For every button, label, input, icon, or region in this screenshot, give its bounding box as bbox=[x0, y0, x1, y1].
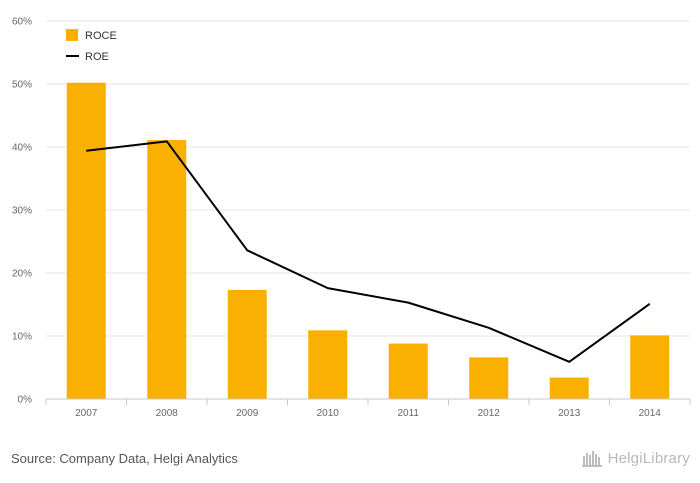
x-tick-label: 2010 bbox=[317, 408, 340, 419]
y-tick-label: 10% bbox=[12, 332, 32, 343]
x-tick-label: 2012 bbox=[478, 408, 501, 419]
y-tick-label: 20% bbox=[12, 269, 32, 280]
x-tick-label: 2007 bbox=[75, 408, 98, 419]
brand-text: HelgiLibrary bbox=[607, 449, 690, 467]
y-tick-label: 40% bbox=[12, 143, 32, 154]
y-tick-label: 30% bbox=[12, 206, 32, 217]
legend-label-roe: ROE bbox=[85, 51, 109, 63]
legend: ROCE ROE bbox=[66, 29, 117, 63]
bar-layer bbox=[66, 82, 670, 400]
line-layer bbox=[86, 140, 651, 363]
x-tick-label: 2009 bbox=[236, 408, 259, 419]
bar-roce-2010 bbox=[308, 330, 348, 399]
line-roe bbox=[86, 140, 651, 363]
legend-swatch-roce bbox=[66, 29, 78, 41]
legend-label-roce: ROCE bbox=[85, 30, 117, 42]
axis-layer: 0% 10% 20% 30% 40% 50% 60% 2007 2008 2009 2010 2011… bbox=[12, 17, 691, 419]
bar-roce-2013 bbox=[549, 377, 589, 399]
bar-roce-2008 bbox=[147, 140, 187, 399]
y-tick-label: 0% bbox=[18, 395, 33, 406]
bar-roce-2011 bbox=[388, 343, 428, 399]
y-tick-label: 60% bbox=[12, 17, 32, 28]
x-tick-label: 2014 bbox=[639, 408, 662, 419]
source-text: Source: Company Data, Helgi Analytics bbox=[11, 451, 238, 466]
footer: Source: Company Data, Helgi Analytics He… bbox=[0, 437, 700, 483]
library-logo-icon bbox=[581, 451, 602, 467]
grid-layer bbox=[46, 20, 690, 337]
y-tick-label: 50% bbox=[12, 80, 32, 91]
x-tick-label: 2011 bbox=[397, 408, 419, 419]
x-tick-label: 2013 bbox=[558, 408, 581, 419]
bar-roce-2014 bbox=[630, 335, 670, 399]
bar-roce-2012 bbox=[469, 357, 509, 399]
bar-roce-2007 bbox=[66, 82, 106, 400]
chart: 0% 10% 20% 30% 40% 50% 60% 2007 2008 2009 2010 2011… bbox=[12, 17, 691, 419]
x-tick-label: 2008 bbox=[156, 408, 179, 419]
brand-logo[interactable]: HelgiLibrary bbox=[581, 449, 690, 467]
bar-roce-2009 bbox=[227, 290, 267, 399]
